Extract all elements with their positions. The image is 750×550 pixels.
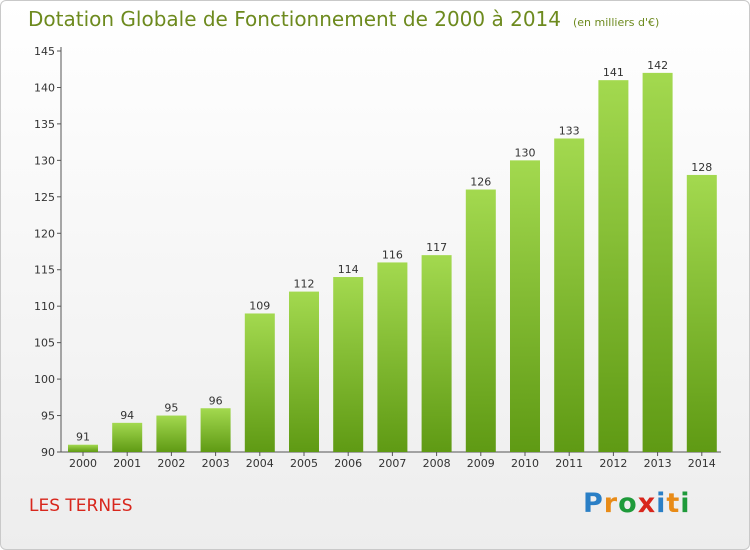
data-label: 112 [294,278,315,291]
chart-title: Dotation Globale de Fonctionnement de 20… [28,7,659,31]
x-tick-label: 2005 [290,457,318,470]
x-tick-label: 2007 [378,457,406,470]
x-tick-label: 2001 [113,457,141,470]
bar [112,422,143,452]
bar [510,160,540,452]
x-tick-label: 2011 [555,457,583,470]
x-tick-label: 2000 [69,457,97,470]
x-tick-label: 2006 [334,457,362,470]
bar [156,415,187,452]
y-tick-label: 140 [34,81,55,94]
bar [598,80,629,452]
x-tick-label: 2014 [688,457,716,470]
bar [200,408,231,452]
x-tick-label: 2004 [246,457,274,470]
y-tick-label: 115 [34,264,55,277]
data-label: 126 [470,176,491,189]
data-label: 133 [559,124,580,137]
y-tick-label: 120 [34,227,55,240]
data-label: 109 [249,299,270,312]
bar [68,444,98,452]
data-label: 94 [120,409,134,422]
bar [333,277,364,452]
proxiti-logo: Proxiti [583,488,691,519]
y-tick-label: 125 [34,191,55,204]
commune-name: LES TERNES [29,496,133,516]
bar [421,255,452,452]
x-tick-label: 2009 [467,457,495,470]
data-label: 130 [515,146,536,159]
y-tick-label: 110 [34,300,55,313]
x-tick-label: 2002 [157,457,185,470]
x-tick-label: 2010 [511,457,539,470]
data-label: 142 [647,59,668,72]
x-tick-label: 2012 [599,457,627,470]
bar [244,313,275,452]
y-tick-label: 90 [41,446,55,459]
y-tick-label: 95 [41,410,55,423]
bar [686,174,717,453]
y-tick-label: 130 [34,154,55,167]
data-label: 141 [603,66,624,79]
data-label: 114 [338,263,359,276]
chart-title-text: Dotation Globale de Fonctionnement de 20… [28,7,561,31]
y-tick-label: 135 [34,118,55,131]
data-label: 96 [209,394,223,407]
bar [465,189,496,452]
bar [377,262,408,452]
x-tick-label: 2013 [644,457,672,470]
data-label: 95 [164,402,178,415]
bar [642,72,673,452]
y-tick-label: 105 [34,337,55,350]
data-label: 117 [426,241,447,254]
y-tick-label: 100 [34,373,55,386]
x-tick-label: 2003 [202,457,230,470]
data-label: 116 [382,248,403,261]
data-label: 91 [76,431,90,444]
data-label: 128 [691,161,712,174]
chart-unit: (en milliers d'€) [573,16,660,29]
x-tick-label: 2008 [423,457,451,470]
bar [554,138,585,452]
y-tick-label: 145 [34,45,55,58]
bar [289,291,319,452]
